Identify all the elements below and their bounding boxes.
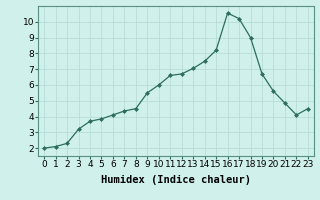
X-axis label: Humidex (Indice chaleur): Humidex (Indice chaleur)	[101, 175, 251, 185]
